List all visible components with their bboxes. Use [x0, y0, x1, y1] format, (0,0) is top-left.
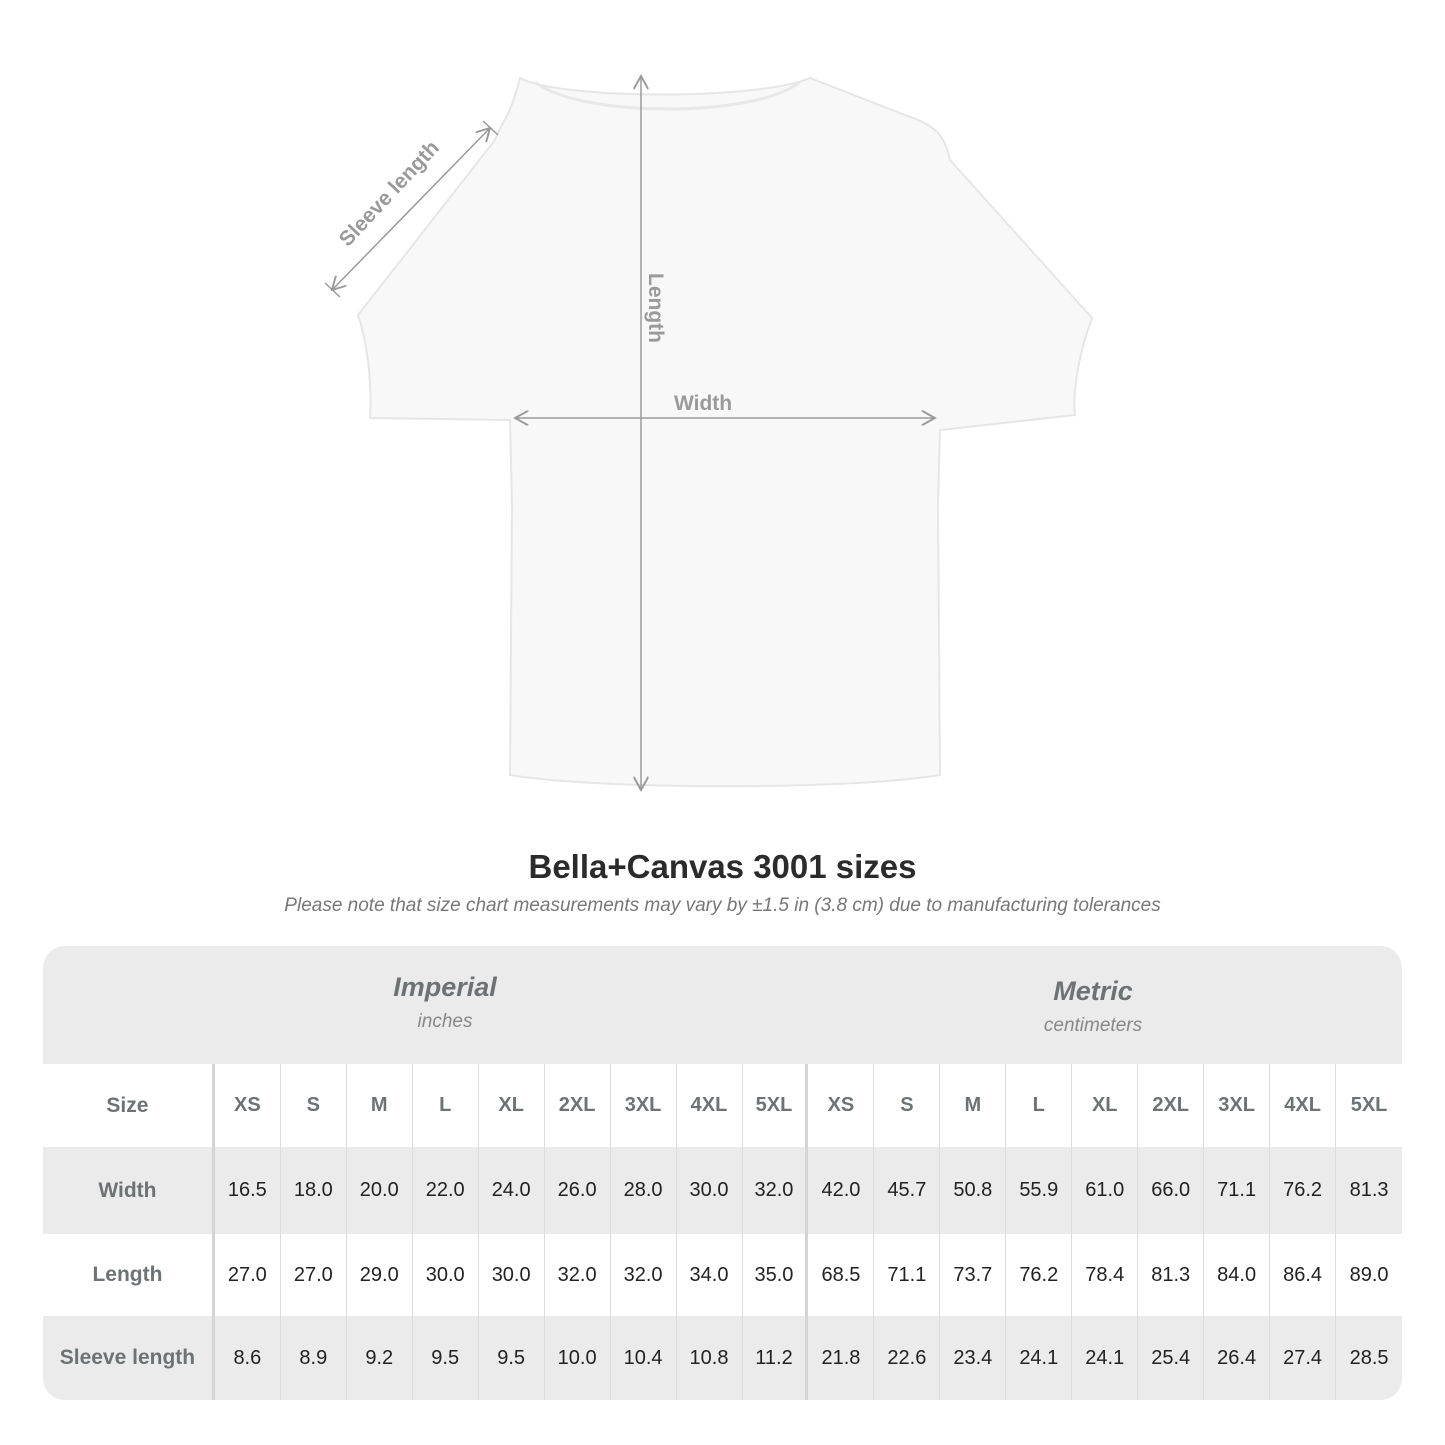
- value-cell: 9.5: [413, 1316, 479, 1400]
- imperial-header: Imperial inches: [215, 946, 675, 1064]
- value-cell: 8.9: [281, 1316, 347, 1400]
- value-cell: 34.0: [677, 1234, 743, 1316]
- size-header-cell: S: [281, 1064, 347, 1147]
- value-cell: 10.4: [611, 1316, 677, 1400]
- value-cell: 22.6: [874, 1316, 941, 1400]
- table-row: Width 16.5 18.0 20.0 22.0 24.0 26.0 28.0 30.0 32.…: [43, 1147, 1402, 1234]
- sleeve-arrow: [332, 128, 490, 290]
- value-cell: 9.5: [479, 1316, 545, 1400]
- size-header-cell: 3XL: [1204, 1064, 1271, 1147]
- size-header-cell: L: [413, 1064, 479, 1147]
- value-cell: 78.4: [1072, 1234, 1139, 1316]
- value-cell: 73.7: [940, 1234, 1007, 1316]
- value-cell: 26.4: [1204, 1316, 1271, 1400]
- value-cell: 9.2: [347, 1316, 413, 1400]
- tolerance-note: Please note that size chart measurements…: [284, 895, 1161, 916]
- size-header-cell: L: [1006, 1064, 1073, 1147]
- value-cell: 22.0: [413, 1147, 479, 1234]
- value-cell: 81.3: [1138, 1234, 1205, 1316]
- width-label: Width: [674, 392, 733, 415]
- value-cell: 45.7: [874, 1147, 941, 1234]
- size-header-cell: 2XL: [545, 1064, 611, 1147]
- row-label: Width: [43, 1147, 215, 1234]
- table-row: Sleeve length 8.6 8.9 9.2 9.5 9.5 10.0 10.4 10.8…: [43, 1316, 1402, 1400]
- value-cell: 24.0: [479, 1147, 545, 1234]
- metric-unit: centimeters: [1043, 1015, 1143, 1036]
- value-cell: 30.0: [677, 1147, 743, 1234]
- value-cell: 55.9: [1006, 1147, 1073, 1234]
- page-title: Bella+Canvas 3001 sizes: [528, 848, 917, 885]
- size-header-cell: 4XL: [677, 1064, 743, 1147]
- value-cell: 27.0: [215, 1234, 281, 1316]
- value-cell: 89.0: [1349, 1263, 1389, 1286]
- value-cell: 81.3: [1349, 1179, 1389, 1201]
- value-cell: 42.0: [808, 1147, 875, 1234]
- size-header-cell: XL: [479, 1064, 545, 1147]
- imperial-title: Imperial: [393, 972, 497, 1002]
- size-header-cell: 4XL: [1270, 1064, 1337, 1147]
- value-cell: 10.0: [545, 1316, 611, 1400]
- value-cell: 32.0: [545, 1234, 611, 1316]
- value-cell: 76.2: [1270, 1147, 1337, 1234]
- value-cell: 84.0: [1204, 1234, 1271, 1316]
- size-header-cell: S: [874, 1064, 941, 1147]
- value-cell: 8.6: [215, 1316, 281, 1400]
- table-row: Length 27.0 27.0 29.0 30.0 30.0 32.0 32.0 34.0 35…: [43, 1234, 1402, 1316]
- value-cell: 61.0: [1072, 1147, 1139, 1234]
- value-cell: 50.8: [940, 1147, 1007, 1234]
- size-header-cell: XS: [808, 1064, 875, 1147]
- size-header-cell: 5XL: [743, 1064, 809, 1147]
- tshirt-shape: [356, 76, 1094, 788]
- value-cell: 71.1: [874, 1234, 941, 1316]
- size-header-cell: M: [940, 1064, 1007, 1147]
- value-cell: 66.0: [1138, 1147, 1205, 1234]
- row-label: Length: [43, 1234, 215, 1316]
- value-cell: 30.0: [479, 1234, 545, 1316]
- value-cell: 16.5: [215, 1147, 281, 1234]
- size-table: Imperial inches Metric centimeters Size X…: [43, 946, 1402, 1400]
- tshirt-diagram: [324, 0, 1094, 830]
- value-cell: 86.4: [1270, 1234, 1337, 1316]
- imperial-unit: inches: [417, 1011, 473, 1032]
- value-cell: 30.0: [413, 1234, 479, 1316]
- size-header-cell: 5XL: [1350, 1094, 1388, 1116]
- row-label: Size: [43, 1064, 215, 1147]
- size-header-cell: XS: [215, 1064, 281, 1147]
- size-header-row: Size XS S M L XL 2XL 3XL 4XL 5XL XS S M L XL 2XL 3XL 4XL 5…: [43, 1064, 1402, 1147]
- value-cell: 35.0: [743, 1234, 809, 1316]
- size-header-cell: 3XL: [611, 1064, 677, 1147]
- size-header-cell: M: [347, 1064, 413, 1147]
- value-cell: 24.1: [1006, 1316, 1073, 1400]
- value-cell: 27.0: [281, 1234, 347, 1316]
- value-cell: 21.8: [808, 1316, 875, 1400]
- value-cell: 27.4: [1270, 1316, 1337, 1400]
- value-cell: 71.1: [1204, 1147, 1271, 1234]
- value-cell: 24.1: [1072, 1316, 1139, 1400]
- row-label: Sleeve length: [43, 1316, 215, 1400]
- size-header-cell: XL: [1072, 1064, 1139, 1147]
- value-cell: 10.8: [677, 1316, 743, 1400]
- metric-title: Metric: [1053, 976, 1133, 1006]
- value-cell: 18.0: [281, 1147, 347, 1234]
- value-cell: 26.0: [545, 1147, 611, 1234]
- value-cell: 28.5: [1349, 1346, 1389, 1369]
- value-cell: 20.0: [347, 1147, 413, 1234]
- metric-header: Metric centimeters: [808, 946, 1378, 1064]
- value-cell: 11.2: [743, 1316, 809, 1400]
- size-header-cell: 2XL: [1138, 1064, 1205, 1147]
- value-cell: 29.0: [347, 1234, 413, 1316]
- value-cell: 32.0: [743, 1147, 809, 1234]
- value-cell: 28.0: [611, 1147, 677, 1234]
- value-cell: 76.2: [1006, 1234, 1073, 1316]
- value-cell: 68.5: [808, 1234, 875, 1316]
- value-cell: 32.0: [611, 1234, 677, 1316]
- value-cell: 23.4: [940, 1316, 1007, 1400]
- value-cell: 25.4: [1138, 1316, 1205, 1400]
- length-label: Length: [643, 273, 667, 343]
